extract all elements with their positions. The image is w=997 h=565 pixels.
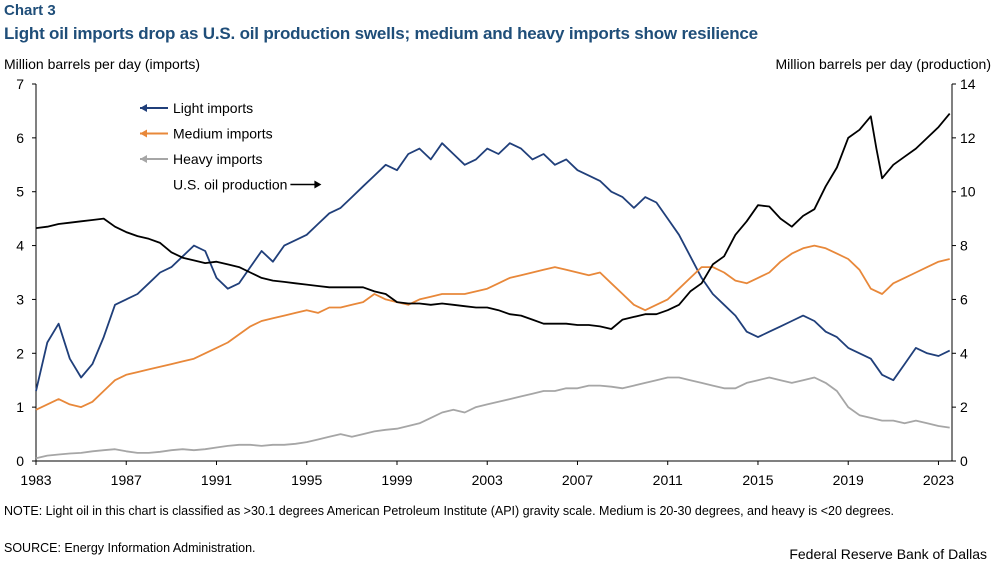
y-right-tick-label: 4 [960, 345, 968, 361]
y-right-tick-label: 8 [960, 238, 968, 254]
y-left-tick-label: 3 [16, 291, 24, 307]
legend-label: Heavy imports [173, 151, 262, 167]
y-axis-left-title: Million barrels per day (imports) [4, 56, 201, 72]
y-left-tick-label: 7 [16, 76, 24, 92]
y-left-tick-label: 1 [16, 399, 24, 415]
x-tick-label: 2007 [562, 472, 593, 488]
x-tick-label: 1983 [20, 472, 51, 488]
series-line-light-imports [35, 142, 951, 392]
y-left-tick-label: 6 [16, 130, 24, 146]
x-tick-label: 2015 [742, 472, 773, 488]
x-tick-label: 1991 [201, 472, 232, 488]
x-tick-label: 1999 [381, 472, 412, 488]
chart-credit: Federal Reserve Bank of Dallas [789, 546, 987, 562]
legend-pointer-arrow [314, 180, 322, 189]
x-tick-label: 1995 [291, 472, 322, 488]
y-right-tick-label: 6 [960, 291, 968, 307]
legend-label: Light imports [173, 100, 253, 116]
series-line-u-s-oil-production [35, 113, 951, 330]
chart-title: Light oil imports drop as U.S. oil produ… [4, 24, 758, 43]
y-right-tick-label: 0 [960, 453, 968, 469]
y-right-tick-label: 12 [960, 130, 976, 146]
chart-number: Chart 3 [4, 2, 56, 19]
y-axis-right-title: Million barrels per day (production) [775, 56, 991, 72]
y-right-tick-label: 10 [960, 184, 976, 200]
x-tick-label: 2019 [833, 472, 864, 488]
y-left-tick-label: 2 [16, 345, 24, 361]
legend-label: Medium imports [173, 126, 273, 142]
y-right-tick-label: 2 [960, 399, 968, 415]
legend-swatch-arrow [140, 155, 147, 163]
y-left-tick-label: 0 [16, 453, 24, 469]
y-left-tick-label: 5 [16, 184, 24, 200]
x-tick-label: 2023 [923, 472, 954, 488]
legend-swatch-arrow [140, 129, 147, 138]
series-line-heavy-imports [35, 376, 950, 460]
legend-label: U.S. oil production [173, 177, 287, 193]
y-left-tick-label: 4 [16, 238, 24, 254]
x-tick-label: 2003 [472, 472, 503, 488]
y-right-tick-label: 14 [960, 76, 976, 92]
legend-swatch-arrow [140, 104, 147, 112]
chart-source: SOURCE: Energy Information Administratio… [4, 541, 256, 555]
x-tick-label: 2011 [653, 472, 683, 488]
x-tick-label: 1987 [111, 472, 142, 488]
series-line-medium-imports [35, 244, 950, 411]
chart-note: NOTE: Light oil in this chart is classif… [4, 504, 895, 518]
